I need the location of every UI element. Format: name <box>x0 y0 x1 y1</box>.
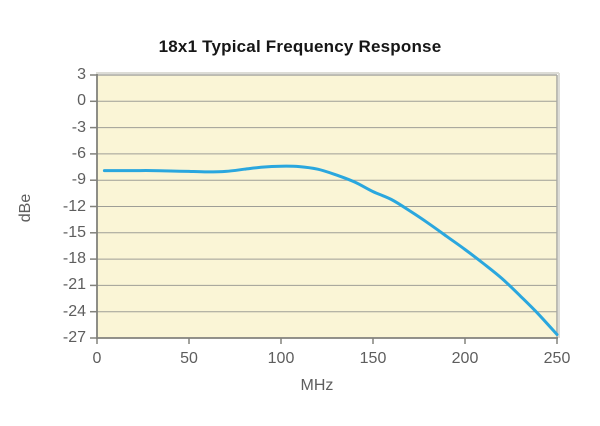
x-tick-label-150: 150 <box>359 350 387 367</box>
x-axis-title: MHz <box>300 377 334 394</box>
y-tick-label--18: -18 <box>62 250 86 268</box>
y-tick-label--6: -6 <box>71 144 86 162</box>
x-tick-label-0: 0 <box>92 350 102 367</box>
y-tick-label--15: -15 <box>62 223 86 241</box>
y-tick-label--9: -9 <box>71 171 86 189</box>
x-tick-label-100: 100 <box>267 350 295 367</box>
y-tick-label--21: -21 <box>62 276 86 294</box>
y-tick-label-0: 0 <box>77 92 86 110</box>
x-tick-label-200: 200 <box>451 350 479 367</box>
y-tick-label--3: -3 <box>71 118 86 136</box>
y-tick-label--24: -24 <box>62 302 86 320</box>
y-tick-label--27: -27 <box>62 329 86 346</box>
chart-title: 18x1 Typical Frequency Response <box>158 37 442 56</box>
x-tick-label-250: 250 <box>543 350 571 367</box>
y-tick-label--12: -12 <box>62 197 86 215</box>
response-curve <box>102 164 559 336</box>
y-tick-label-3: 3 <box>77 66 86 83</box>
x-tick-label-50: 50 <box>180 350 198 367</box>
